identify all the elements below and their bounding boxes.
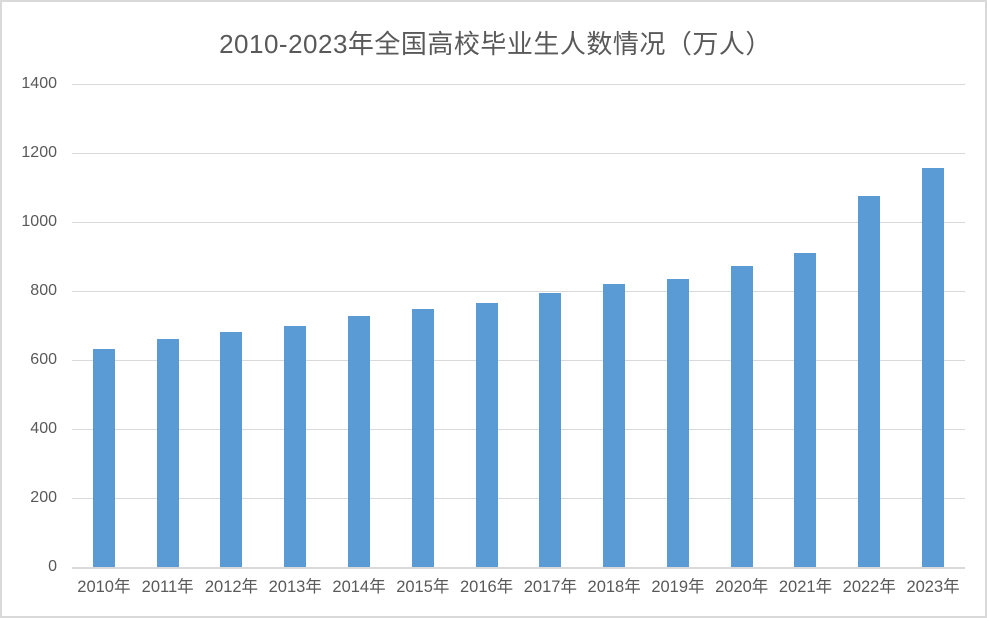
x-axis-tick-label: 2017年 (523, 578, 577, 596)
y-axis-tick-label: 200 (30, 489, 57, 506)
bar-slot (391, 84, 455, 567)
gridline (72, 291, 965, 292)
x-axis-labels: 2010年 2011年 2012年 2013年 2014年 2015年 2016年 2017年… (72, 574, 965, 600)
bar-slot (710, 84, 774, 567)
y-axis-tick-label: 0 (48, 558, 57, 575)
y-axis-tick-label: 600 (30, 351, 57, 368)
x-axis-tick-label: 2020年 (715, 578, 769, 596)
bar-slot (263, 84, 327, 567)
x-axis-tick-label: 2019年 (651, 578, 705, 596)
x-axis-tick-label: 2023年 (906, 578, 960, 596)
bar-slot (901, 84, 965, 567)
bar-slot (136, 84, 200, 567)
bar-2015年 (411, 308, 434, 567)
x-axis-tick-label: 2012年 (204, 578, 259, 596)
bar-slot (837, 84, 901, 567)
bar-2021年 (794, 253, 817, 567)
y-axis-tick-label: 1400 (21, 75, 57, 92)
x-axis-tick-label: 2021年 (778, 578, 833, 596)
bar-slot (200, 84, 264, 567)
bar-slot (518, 84, 582, 567)
y-axis-tick-label: 400 (30, 420, 57, 437)
gridline (72, 498, 965, 499)
x-axis-tick-label: 2016年 (459, 578, 514, 596)
x-axis-tick-label: 2014年 (332, 578, 386, 596)
bar-2019年 (666, 279, 689, 567)
y-axis-tick-label: 1200 (21, 144, 57, 161)
bar-2020年 (730, 265, 753, 567)
gridline (72, 153, 965, 154)
bar-slot (646, 84, 710, 567)
bar-2012年 (220, 332, 243, 567)
bar-2011年 (156, 339, 179, 567)
bar-2022年 (858, 195, 881, 567)
bar-2013年 (284, 325, 307, 567)
bars-row (72, 84, 965, 567)
plot-area (72, 84, 965, 569)
x-axis-tick-label: 2013年 (268, 578, 322, 596)
x-axis-tick-label: 2011年 (141, 578, 194, 596)
x-axis-tick-label: 2010年 (77, 578, 131, 596)
y-axis-tick-label: 1000 (21, 213, 57, 230)
bar-2023年 (922, 167, 945, 567)
x-axis-tick-label: 2015年 (396, 578, 450, 596)
bar-2014年 (348, 316, 371, 567)
bar-2010年 (92, 349, 115, 567)
y-axis-tick-label: 800 (30, 282, 57, 299)
bar-2016年 (475, 303, 498, 567)
gridline (72, 360, 965, 361)
x-axis-line (72, 567, 965, 569)
bar-2018年 (603, 284, 626, 567)
gridline (72, 84, 965, 85)
gridline (72, 222, 965, 223)
bar-2017年 (539, 292, 562, 567)
x-axis-tick-label: 2022年 (842, 578, 896, 596)
bar-slot (582, 84, 646, 567)
chart-title: 2010-2023年全国高校毕业生人数情况（万人） (219, 29, 772, 59)
bar-slot (455, 84, 519, 567)
gridline (72, 429, 965, 430)
y-axis-labels: 1400 1200 1000 800 600 400 200 0 (2, 2, 57, 616)
x-axis-tick-label: 2018年 (587, 578, 641, 596)
bar-slot (774, 84, 838, 567)
bar-slot (72, 84, 136, 567)
bar-slot (327, 84, 391, 567)
